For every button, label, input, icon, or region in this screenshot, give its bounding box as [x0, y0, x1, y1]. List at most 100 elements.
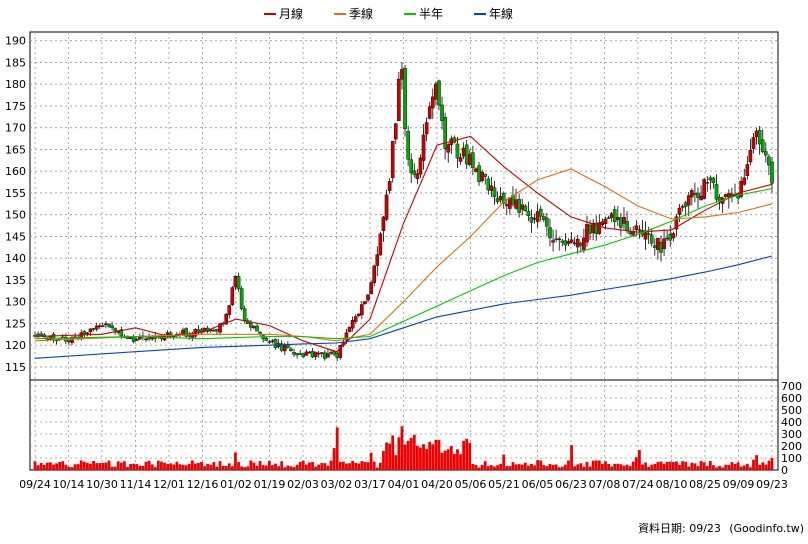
volume-bar [527, 466, 530, 470]
volume-bar [641, 464, 644, 470]
volume-bar [573, 466, 576, 470]
volume-bar [567, 461, 570, 470]
candle-body [678, 208, 681, 214]
candle-body [299, 353, 302, 354]
volume-bar [37, 465, 40, 470]
candle-body [666, 238, 669, 239]
volume-bar [539, 461, 542, 470]
candle-body [749, 150, 752, 162]
volume-bar [388, 444, 391, 470]
candle-body [388, 181, 391, 190]
volume-bar [185, 465, 188, 470]
candle-body [370, 283, 373, 294]
volume-bar [370, 453, 373, 470]
volume-bar [410, 438, 413, 470]
volume-bar [771, 458, 774, 470]
candle-body [687, 196, 690, 206]
candle-body [588, 225, 591, 233]
volume-bar [607, 464, 610, 470]
volume-bar [755, 455, 758, 470]
candle-body [684, 203, 687, 207]
volume-bar [249, 460, 252, 470]
volume-bar [234, 452, 237, 470]
candle-body [505, 205, 508, 206]
x-tick-label: 01/02 [220, 478, 252, 491]
volume-bar [481, 465, 484, 470]
volume-bar [256, 466, 259, 470]
volume-bar [444, 451, 447, 470]
candle-body [268, 342, 271, 343]
candle-body [527, 211, 530, 215]
volume-bar [700, 461, 703, 470]
candle-body [36, 334, 39, 335]
volume-bar [413, 435, 416, 470]
candle-body [425, 122, 428, 134]
candle-body [110, 326, 113, 328]
volume-bar [419, 448, 422, 470]
volume-bar [515, 464, 518, 470]
volume-bar [453, 454, 456, 470]
volume-bar [154, 467, 157, 470]
candle-body [508, 198, 511, 209]
volume-bar [441, 453, 444, 470]
volume-bar [212, 462, 215, 470]
volume-bar [342, 462, 345, 470]
volume-bar [734, 464, 737, 470]
candle-body [459, 157, 462, 161]
candle-body [428, 107, 431, 119]
candle-body [231, 288, 234, 305]
candle-body [474, 169, 477, 172]
volume-bar [111, 467, 114, 470]
volume-bar [524, 463, 527, 470]
volume-bar [333, 448, 336, 470]
candle-body [669, 234, 672, 240]
x-tick-label: 03/02 [321, 478, 353, 491]
candle-body [413, 171, 416, 175]
candle-body [169, 333, 172, 335]
volume-bar [188, 464, 191, 470]
volume-bar [669, 462, 672, 470]
price-tick-label: 175 [5, 100, 26, 113]
x-tick-label: 02/03 [287, 478, 319, 491]
candle-body [376, 255, 379, 266]
volume-bar [709, 461, 712, 470]
candle-body [363, 302, 366, 304]
volume-bar [259, 461, 262, 470]
candle-body [98, 326, 101, 327]
price-tick-label: 155 [5, 187, 26, 200]
candle-body [431, 97, 434, 108]
volume-tick-label: 200 [781, 440, 802, 453]
candle-body [653, 246, 656, 248]
volume-bar [629, 466, 632, 470]
x-tick-label: 11/14 [120, 478, 152, 491]
volume-bar [650, 465, 653, 470]
candle-body [767, 157, 770, 165]
legend-label: 季線 [349, 6, 373, 21]
candle-body [240, 289, 243, 309]
candle-body [456, 144, 459, 158]
candle-body [499, 196, 502, 200]
volume-bar [175, 462, 178, 470]
candle-body [215, 329, 218, 331]
volume-bar [397, 437, 400, 470]
x-tick-label: 12/01 [153, 478, 185, 491]
volume-bar [339, 462, 342, 470]
volume-bar [92, 461, 95, 470]
candle-body [234, 276, 237, 287]
volume-bar [327, 466, 330, 470]
volume-bar [499, 464, 502, 470]
volume-bar [46, 463, 49, 470]
candle-body [690, 190, 693, 197]
source-label: (Goodinfo.tw) [729, 522, 804, 535]
candle-body [604, 219, 607, 224]
volume-bar [512, 462, 515, 470]
volume-bar [262, 465, 265, 470]
candle-body [129, 338, 132, 339]
volume-bar [351, 461, 354, 470]
candle-body [613, 209, 616, 221]
volume-bar [74, 464, 77, 470]
volume-bar [601, 464, 604, 470]
candle-body [610, 214, 613, 218]
candle-body [252, 326, 255, 327]
candle-body [490, 186, 493, 191]
